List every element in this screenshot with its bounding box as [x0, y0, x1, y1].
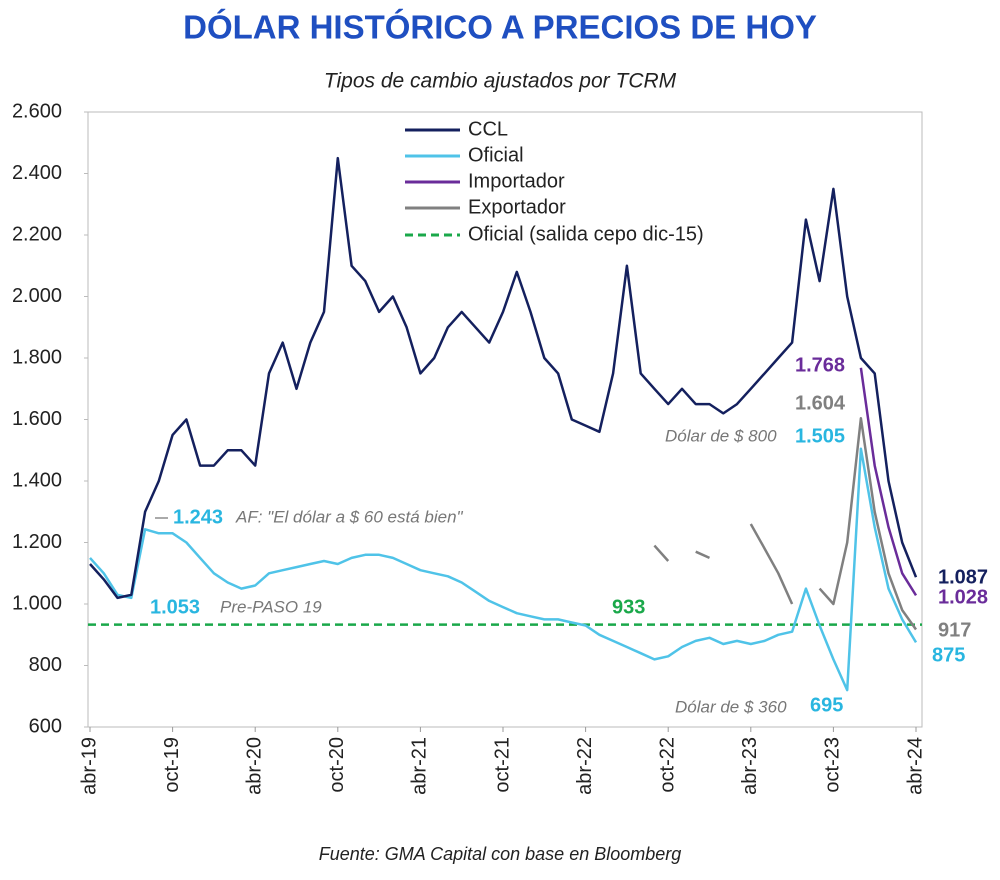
legend-label: Oficial — [468, 144, 524, 166]
value-annotation: 1.053 — [150, 596, 200, 618]
x-tick-label: oct-19 — [161, 737, 183, 793]
legend-label: Exportador — [468, 196, 566, 218]
x-tick-label: oct-23 — [822, 737, 844, 793]
x-tick-label: abr-19 — [78, 737, 100, 795]
legend-label: CCL — [468, 118, 508, 140]
series-line — [859, 367, 918, 597]
series-line — [89, 156, 918, 600]
value-annotation: 1.604 — [795, 392, 846, 414]
y-tick-label: 800 — [29, 654, 62, 676]
value-annotation: 1.028 — [938, 586, 988, 608]
chart-subtitle: Tipos de cambio ajustados por TCRM — [324, 70, 677, 93]
x-tick-label: oct-20 — [326, 737, 348, 793]
chart-title: DÓLAR HISTÓRICO A PRECIOS DE HOY — [183, 9, 817, 46]
y-tick-label: 1.000 — [12, 592, 62, 614]
y-tick-label: 2.000 — [12, 285, 62, 307]
note: Pre-PASO 19 — [220, 597, 322, 616]
x-tick-label: abr-23 — [739, 737, 761, 795]
x-tick-label: abr-24 — [904, 737, 926, 795]
x-tick-label: oct-22 — [656, 737, 678, 793]
value-annotation: 1.505 — [795, 425, 845, 447]
y-tick-label: 600 — [29, 715, 62, 737]
x-tick-label: abr-20 — [243, 737, 265, 795]
value-annotation: 917 — [938, 619, 971, 641]
note: Dólar de $ 360 — [675, 697, 787, 716]
value-annotation: 1.087 — [938, 566, 988, 588]
note: Dólar de $ 800 — [665, 426, 777, 445]
y-tick-label: 1.600 — [12, 408, 62, 430]
value-annotation: 1.243 — [173, 506, 223, 528]
series-line — [89, 447, 918, 692]
value-annotation: 875 — [932, 644, 965, 666]
y-tick-label: 2.200 — [12, 223, 62, 245]
legend-label: Oficial (salida cepo dic-15) — [468, 223, 704, 245]
y-tick-label: 1.400 — [12, 469, 62, 491]
legend-label: Importador — [468, 170, 565, 192]
value-annotation: 1.768 — [795, 354, 845, 376]
value-annotation: 933 — [612, 596, 645, 618]
note: AF: "El dólar a $ 60 está bien" — [235, 507, 464, 526]
y-tick-label: 1.200 — [12, 531, 62, 553]
x-tick-label: abr-22 — [574, 737, 596, 795]
value-annotation: 695 — [810, 694, 843, 716]
y-tick-label: 1.800 — [12, 346, 62, 368]
x-tick-label: oct-21 — [491, 737, 513, 793]
y-tick-label: 2.600 — [12, 100, 62, 122]
chart-source: Fuente: GMA Capital con base en Bloomber… — [319, 844, 682, 864]
y-tick-label: 2.400 — [12, 162, 62, 184]
x-tick-label: abr-21 — [409, 737, 431, 795]
series-line — [653, 417, 918, 631]
